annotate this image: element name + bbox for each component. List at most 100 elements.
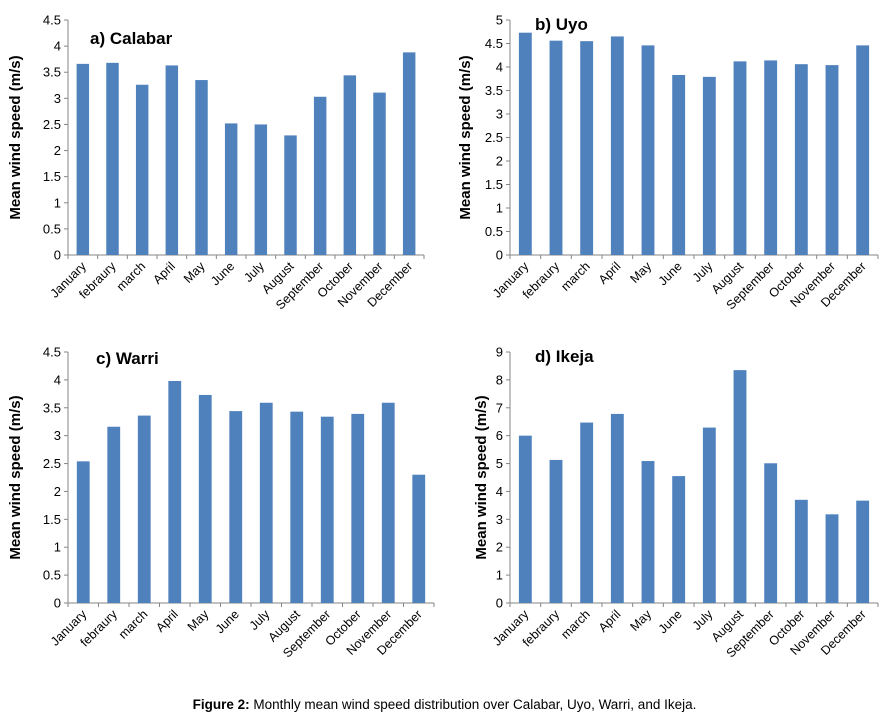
- y-tick-label: 2: [496, 154, 503, 169]
- x-tick-label: April: [596, 607, 624, 635]
- bar-january: [518, 435, 532, 603]
- y-tick-label: 1: [54, 195, 61, 210]
- bar-march: [580, 41, 594, 256]
- x-tick-label: July: [241, 259, 267, 285]
- x-tick-label: July: [690, 259, 716, 285]
- bar-november: [381, 402, 395, 603]
- y-tick-label: 2.5: [485, 130, 503, 145]
- bar-july: [702, 427, 716, 603]
- bar-may: [198, 394, 212, 603]
- chart-title: b) Uyo: [535, 15, 588, 34]
- bar-march: [135, 84, 149, 255]
- x-tick-label: march: [116, 607, 150, 641]
- bar-april: [165, 65, 179, 255]
- y-axis-label: Mean wind speed (m/s): [7, 55, 24, 219]
- bar-october: [794, 64, 808, 256]
- y-tick-label: 4.5: [43, 13, 61, 28]
- y-tick-label: 1.5: [485, 177, 503, 192]
- x-tick-label: June: [213, 607, 242, 636]
- y-tick-label: 4.5: [43, 345, 61, 360]
- bar-september: [764, 60, 778, 255]
- caption-label: Figure 2:: [192, 697, 250, 712]
- x-tick-label: march: [558, 607, 592, 641]
- y-tick-label: 2: [54, 484, 61, 499]
- bar-november: [825, 65, 839, 256]
- x-tick-label: march: [558, 259, 592, 293]
- bar-march: [137, 415, 151, 603]
- bar-febraury: [107, 426, 121, 603]
- y-tick-label: 0.5: [43, 221, 61, 236]
- figure-caption: Figure 2: Monthly mean wind speed distri…: [0, 697, 889, 712]
- bar-january: [518, 32, 532, 255]
- bar-november: [825, 514, 839, 603]
- y-tick-label: 4.5: [485, 36, 503, 51]
- chart-title: a) Calabar: [90, 29, 173, 48]
- y-tick-label: 3.5: [43, 400, 61, 415]
- y-tick-label: 4: [496, 484, 503, 499]
- x-tick-label: May: [181, 259, 208, 286]
- bar-october: [351, 413, 365, 603]
- y-tick-label: 0: [496, 248, 503, 263]
- bar-january: [76, 461, 90, 603]
- y-tick-label: 0.5: [485, 224, 503, 239]
- y-tick-label: 5: [496, 13, 503, 28]
- y-axis-label: Mean wind speed (m/s): [7, 395, 24, 559]
- x-tick-label: July: [247, 607, 273, 633]
- bar-april: [610, 413, 624, 603]
- y-tick-label: 2.5: [43, 456, 61, 471]
- x-tick-label: May: [185, 607, 212, 634]
- x-tick-label: May: [628, 607, 655, 634]
- y-tick-label: 2.5: [43, 117, 61, 132]
- x-tick-label: April: [596, 259, 624, 287]
- y-axis-label: Mean wind speed (m/s): [457, 55, 474, 219]
- chart-panel-2: 00.511.522.533.544.55Januaryfebraurymarc…: [457, 13, 879, 312]
- y-tick-label: 2: [54, 143, 61, 158]
- y-tick-label: 8: [496, 372, 503, 387]
- bar-july: [254, 124, 268, 255]
- bar-april: [168, 381, 182, 603]
- bar-december: [856, 45, 870, 255]
- y-tick-label: 4: [54, 39, 61, 54]
- chart-panel-3: 00.511.522.533.544.5Januaryfebraurymarch…: [7, 345, 435, 660]
- bar-september: [320, 416, 334, 603]
- y-tick-label: 6: [496, 428, 503, 443]
- y-axis-label: Mean wind speed (m/s): [473, 395, 490, 559]
- bar-july: [259, 402, 273, 603]
- y-tick-label: 0.5: [43, 568, 61, 583]
- bar-june: [224, 123, 238, 256]
- bar-august: [733, 370, 747, 603]
- y-tick-label: 1: [54, 540, 61, 555]
- bar-august: [733, 61, 747, 255]
- chart-panel-1: 00.511.522.533.544.5Januaryfebraurymarch…: [7, 13, 425, 312]
- x-tick-label: July: [690, 607, 716, 633]
- bar-april: [610, 36, 624, 256]
- x-tick-label: May: [628, 259, 655, 286]
- y-tick-label: 4: [496, 60, 503, 75]
- chart-title: d) Ikeja: [535, 347, 594, 366]
- bar-december: [412, 474, 426, 603]
- bar-january: [76, 63, 90, 255]
- bar-febraury: [549, 459, 563, 603]
- chart-title: c) Warri: [96, 349, 159, 368]
- bar-june: [672, 74, 686, 256]
- y-tick-label: 0: [496, 596, 503, 611]
- x-tick-label: June: [208, 259, 237, 288]
- bar-august: [284, 135, 297, 255]
- y-tick-label: 3: [54, 91, 61, 106]
- bar-december: [856, 500, 870, 603]
- y-tick-label: 2: [496, 540, 503, 555]
- y-tick-label: 5: [496, 456, 503, 471]
- y-tick-label: 3.5: [43, 65, 61, 80]
- bar-may: [195, 80, 208, 255]
- y-tick-label: 1: [496, 201, 503, 216]
- y-tick-label: 1: [496, 568, 503, 583]
- bar-june: [229, 411, 243, 603]
- x-tick-label: April: [150, 259, 178, 287]
- bar-september: [764, 463, 778, 603]
- bar-june: [672, 476, 686, 603]
- bar-november: [373, 92, 386, 255]
- x-tick-label: June: [656, 607, 685, 636]
- caption-text: Monthly mean wind speed distribution ove…: [249, 697, 697, 712]
